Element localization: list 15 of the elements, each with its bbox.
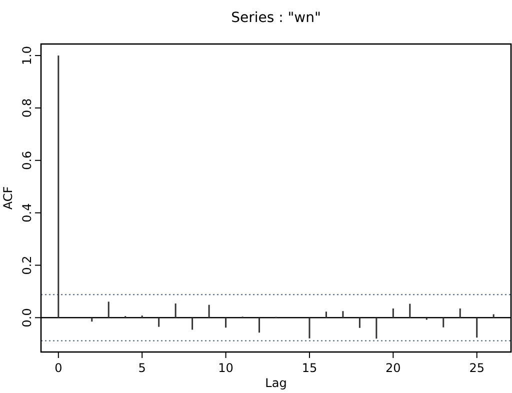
y-tick-label: 1.0: [20, 46, 34, 66]
y-tick-label: 0.2: [20, 256, 34, 275]
x-tick-label: 25: [469, 361, 484, 375]
x-axis-title: Lag: [265, 376, 287, 390]
x-tick-label: 20: [386, 361, 401, 375]
x-tick-label: 0: [54, 361, 62, 375]
y-tick-label: 0.8: [20, 98, 34, 118]
y-tick-label: 0.4: [20, 203, 34, 222]
chart-title: Series : "wn": [231, 10, 321, 26]
y-axis-title: ACF: [1, 186, 15, 210]
y-tick-label: 0.0: [20, 308, 34, 328]
y-tick-label: 0.6: [20, 150, 34, 170]
x-tick-label: 10: [218, 361, 234, 375]
x-tick-label: 5: [138, 361, 146, 375]
x-tick-label: 15: [302, 361, 318, 375]
